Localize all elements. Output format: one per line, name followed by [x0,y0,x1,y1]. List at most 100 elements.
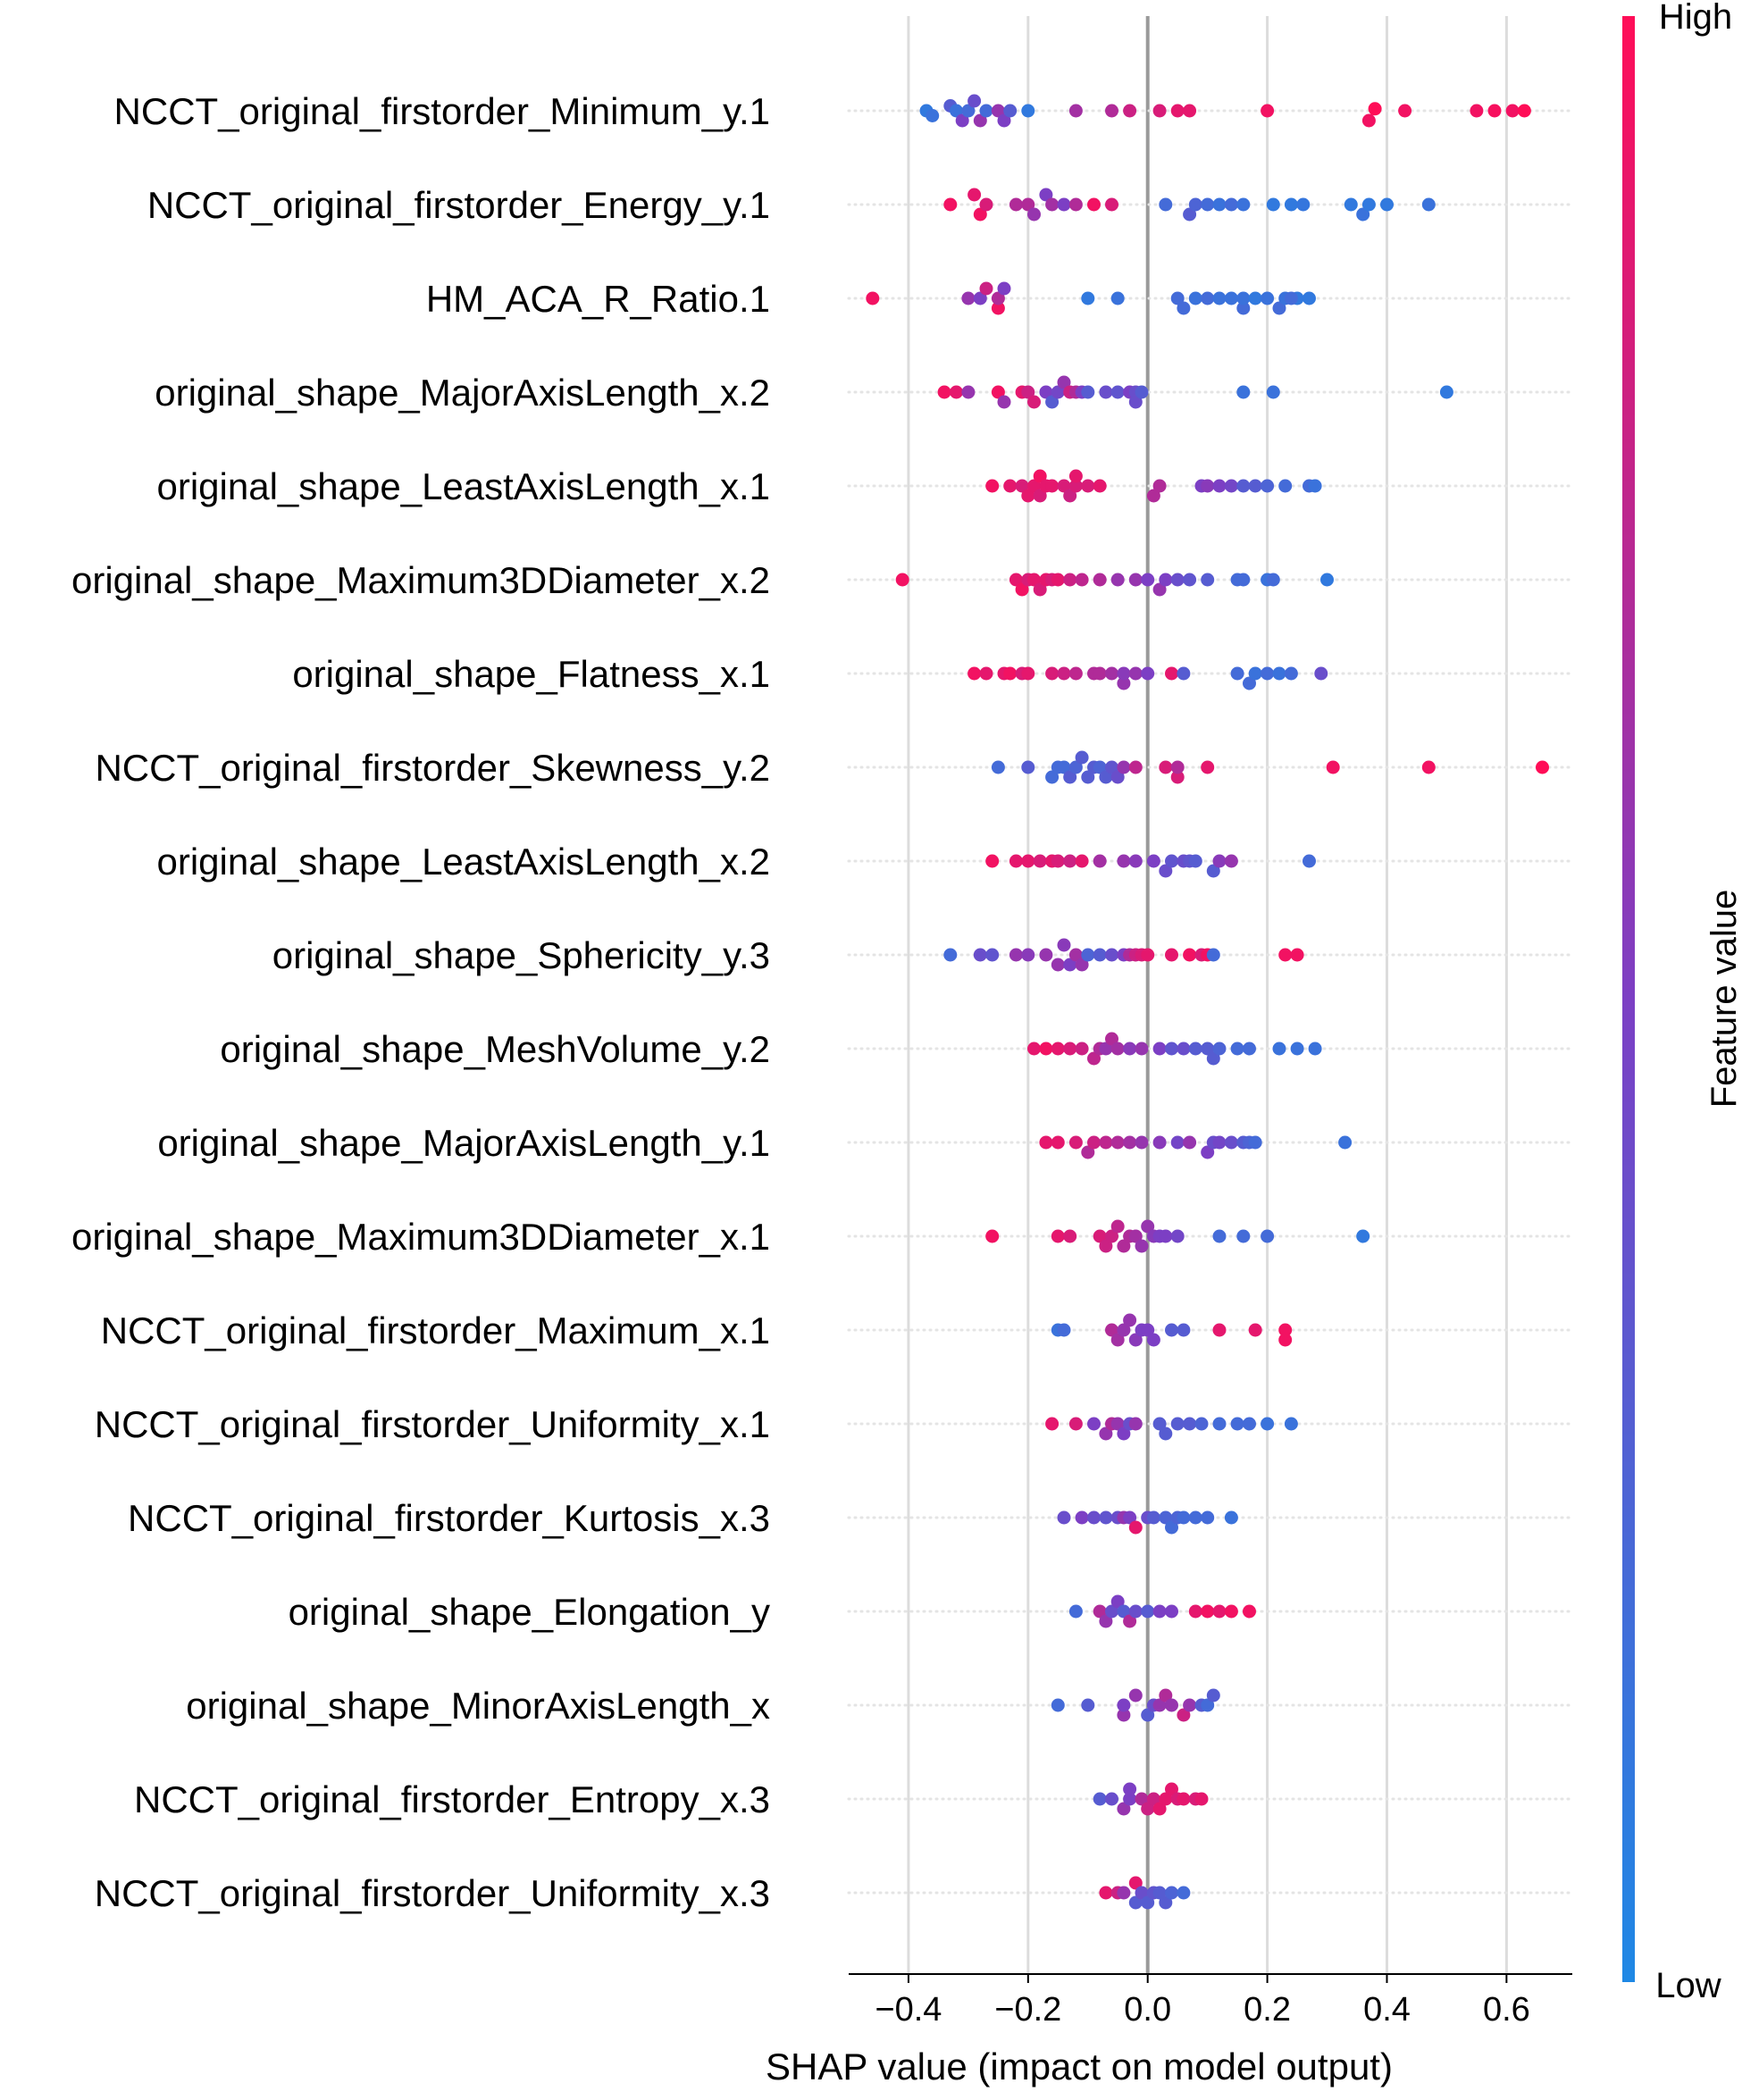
data-point [1093,1229,1107,1243]
feature-label: original_shape_Elongation_y [289,1591,770,1633]
data-point [1128,1333,1143,1347]
data-point [1081,291,1095,305]
data-point [1093,760,1107,774]
data-point [1009,948,1023,962]
data-point [1206,1051,1220,1066]
data-point [1170,104,1185,118]
colorbar: High Low Feature value [1622,0,1744,2005]
data-point [1266,197,1280,212]
data-point [1296,197,1311,212]
data-point [1248,479,1262,493]
data-point [1051,385,1065,399]
data-point [1152,1698,1167,1712]
data-point [1152,1135,1167,1150]
data-point [1075,1510,1089,1525]
data-point [1003,666,1018,681]
data-point [1099,1614,1113,1628]
data-point [1201,1604,1215,1619]
data-point [1177,1708,1191,1722]
data-point [943,948,958,962]
data-point [1146,854,1160,868]
data-point [1194,1417,1209,1431]
data-point [1128,1520,1143,1535]
data-point [1170,770,1185,784]
data-point [1009,854,1023,868]
data-point [937,385,951,399]
feature-label: original_shape_Maximum3DDiameter_x.2 [71,559,770,601]
data-point [1045,666,1060,681]
data-point [1105,1604,1118,1619]
data-point [1236,301,1251,315]
data-point [1278,479,1293,493]
data-point [1230,1417,1244,1431]
gridlines [907,16,1508,1974]
data-point [991,291,1005,305]
data-point [1057,375,1071,389]
data-point [1248,1135,1262,1150]
data-point [1135,1886,1149,1900]
data-point [1057,1323,1071,1337]
data-point [1421,197,1436,212]
data-point [1159,1510,1173,1525]
data-point [1117,1802,1131,1816]
data-point [1165,1782,1178,1796]
data-point [1194,1792,1209,1806]
data-point [1045,479,1060,493]
data-point [1099,1042,1113,1056]
data-point [1146,1333,1160,1347]
data-point [1177,1886,1191,1900]
data-point [1470,104,1484,118]
data-point [895,573,909,587]
data-point [1039,1042,1053,1056]
data-point [1021,489,1035,503]
data-point [1248,1323,1262,1337]
data-point [1057,1510,1071,1525]
feature-label: NCCT_original_firstorder_Skewness_y.2 [95,747,770,789]
data-point [1110,770,1125,784]
data-point [1105,760,1118,774]
x-tick-label: 0.4 [1363,1991,1411,2029]
data-point [997,395,1011,409]
data-point [1027,207,1041,222]
data-point [1123,1782,1137,1796]
data-point [1236,385,1251,399]
data-point [1146,1792,1160,1806]
data-point [1051,1698,1065,1712]
data-point [1361,197,1376,212]
data-point [1068,469,1083,483]
data-point [1141,1708,1155,1722]
data-point [1033,582,1047,597]
data-point [1170,1417,1185,1431]
data-point [1051,1229,1065,1243]
data-point [1141,1219,1155,1234]
data-point [1117,1323,1131,1337]
data-point [1117,1426,1131,1441]
data-point [1110,385,1125,399]
x-tick-label: 0.2 [1244,1991,1291,2029]
data-point [1068,948,1083,962]
data-point [1212,1135,1227,1150]
data-point [1152,1802,1167,1816]
data-point [1177,1323,1191,1337]
data-point [1188,291,1202,305]
data-point [1081,1145,1095,1159]
data-point [1027,479,1041,493]
data-point [1033,489,1047,503]
data-point [985,948,1000,962]
data-point [991,301,1005,315]
data-point [961,385,976,399]
data-point [1128,395,1143,409]
data-point [1212,1417,1227,1431]
data-point [1212,291,1227,305]
data-point [1278,1323,1293,1337]
data-point [1068,1135,1083,1150]
data-point [1068,104,1083,118]
data-point [1068,1604,1083,1619]
data-point [1236,479,1251,493]
data-point [1051,1135,1065,1150]
data-point [1045,770,1060,784]
data-point [1128,1229,1143,1243]
data-point [1110,1135,1125,1150]
data-point [1284,291,1298,305]
data-point [1057,479,1071,493]
